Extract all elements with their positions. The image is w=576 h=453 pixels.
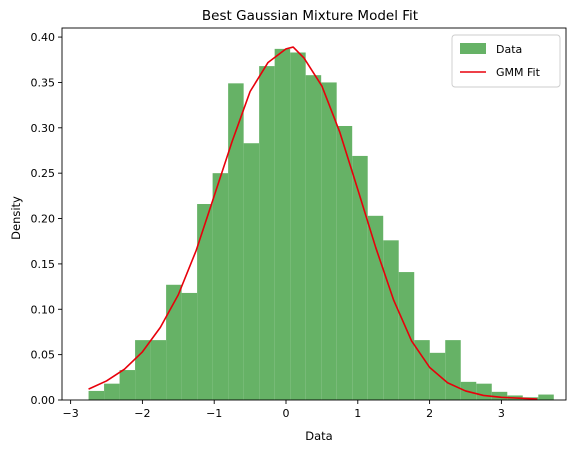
x-tick-label: 3: [498, 407, 505, 420]
histogram-bar: [336, 125, 353, 401]
histogram-bar: [104, 383, 120, 400]
histogram-bar: [429, 352, 446, 400]
histogram-bar: [367, 215, 384, 400]
histogram-bar: [150, 340, 167, 400]
y-tick-label: 0.40: [31, 31, 56, 44]
legend-label-gmm: GMM Fit: [496, 66, 541, 79]
y-tick-label: 0.20: [31, 213, 56, 226]
y-tick-label: 0.00: [31, 394, 56, 407]
histogram-bar: [259, 66, 275, 401]
histogram-bar: [212, 173, 229, 400]
plot-area: −3 −2 −1 0 1 2 3 0.00 0.05 0.10 0.15 0.20 0.25 0.30 0.…: [31, 27, 567, 420]
histogram-bar: [135, 340, 151, 400]
histogram-bar: [445, 340, 461, 400]
x-tick-label: 1: [354, 407, 361, 420]
y-axis-label: Density: [9, 196, 23, 240]
histogram-bar: [290, 52, 306, 401]
histogram-bar: [197, 204, 213, 400]
histogram-bar: [243, 143, 260, 401]
histogram-bar: [305, 75, 322, 401]
legend-swatch-data: [460, 43, 486, 54]
y-tick-label: 0.05: [31, 349, 56, 362]
x-tick-label: −3: [63, 407, 79, 420]
histogram-bar: [414, 340, 430, 400]
x-tick-label: 2: [426, 407, 433, 420]
histogram-bar: [491, 391, 508, 400]
histogram-bar: [538, 394, 554, 400]
x-tick-label: −1: [206, 407, 222, 420]
histogram-bar: [398, 272, 415, 400]
y-tick-label: 0.30: [31, 122, 56, 135]
y-tick-label: 0.15: [31, 258, 56, 271]
histogram-bar: [274, 48, 291, 401]
y-tick-label: 0.10: [31, 303, 56, 316]
chart-title: Best Gaussian Mixture Model Fit: [202, 8, 418, 24]
histogram-bar: [119, 370, 136, 400]
histogram-bar: [383, 240, 399, 400]
axes-frame: [61, 27, 567, 401]
histogram-bar: [352, 155, 368, 400]
histogram-bar: [166, 284, 182, 400]
histogram-bar: [321, 82, 337, 400]
histogram-bar: [88, 390, 105, 400]
x-tick-label: −2: [134, 407, 150, 420]
histogram-bar: [476, 383, 492, 400]
x-tick-label: 0: [283, 407, 290, 420]
legend-label-data: Data: [496, 43, 522, 56]
x-axis-label: Data: [305, 429, 332, 443]
gmm-fit-line: [88, 46, 538, 400]
y-tick-label: 0.25: [31, 167, 56, 180]
y-tick-label: 0.35: [31, 76, 56, 89]
histogram-bar: [181, 292, 198, 400]
histogram-bar: [228, 83, 244, 400]
